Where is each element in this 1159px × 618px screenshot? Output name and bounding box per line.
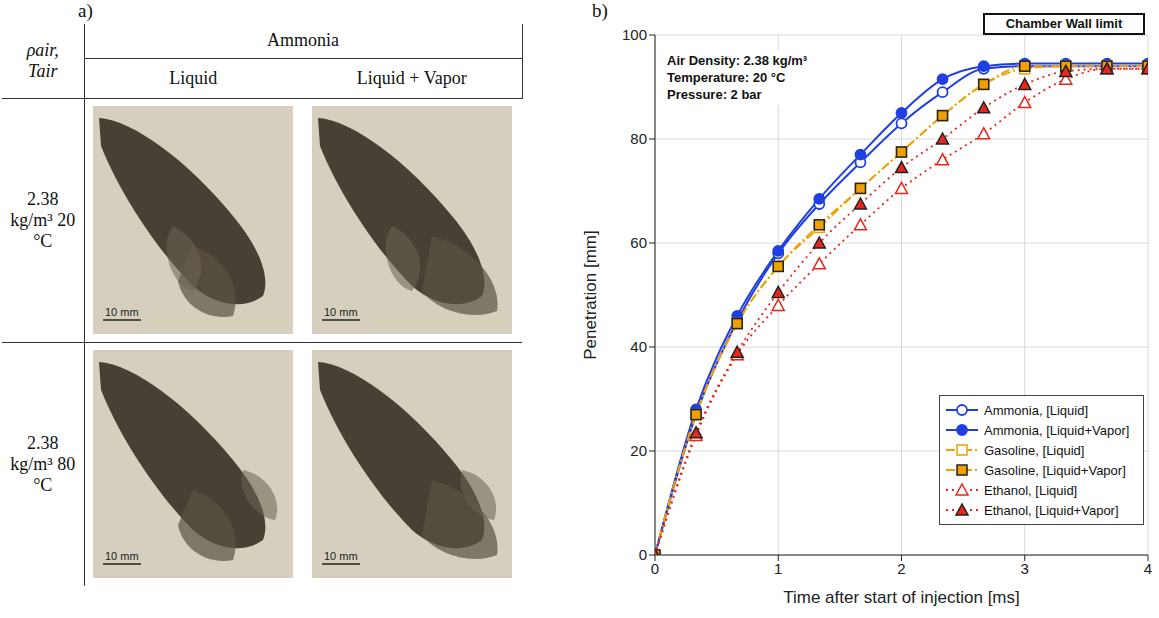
html-text:ρair,: ρair, (26, 39, 59, 60)
svg-text:80: 80 (630, 130, 647, 147)
html-text:Ammonia: Ammonia (267, 30, 339, 51)
svg-text:10 mm: 10 mm (324, 550, 358, 562)
svg-text:Time after start of injection: Time after start of injection [ms] (783, 588, 1020, 607)
html-text:Tair: Tair (28, 60, 58, 81)
html-text:Gasoline, [Liquid]: Gasoline, [Liquid] (984, 442, 1085, 458)
svg-text:10 mm: 10 mm (105, 550, 139, 562)
html-text:Gasoline, [Liquid+Vapor]: Gasoline, [Liquid+Vapor] (984, 462, 1126, 478)
svg-text:10 mm: 10 mm (324, 306, 358, 318)
svg-text:100: 100 (622, 26, 647, 43)
html-text:Chamber Wall limit: Chamber Wall limit (1005, 16, 1123, 31)
svg-text:0: 0 (639, 546, 647, 563)
html-text:2.38 kg/m³ 20 °C: 2.38 kg/m³ 20 °C (10, 188, 76, 251)
html-text:Liquid + Vapor: Liquid + Vapor (356, 67, 467, 88)
html-text:2.38 kg/m³ 80 °C: 2.38 kg/m³ 80 °C (10, 432, 76, 495)
svg-text:0: 0 (651, 560, 659, 577)
html-text:b): b) (592, 0, 608, 21)
html-text:Ammonia, [Liquid+Vapor]: Ammonia, [Liquid+Vapor] (984, 422, 1130, 438)
svg-text:1: 1 (774, 560, 782, 577)
html-text:Ethanol, [Liquid]: Ethanol, [Liquid] (984, 482, 1078, 498)
html-text:Pressure: 2 bar: Pressure: 2 bar (667, 87, 762, 102)
svg-text:2: 2 (897, 560, 905, 577)
html-text:Air Density: 2.38 kg/m³: Air Density: 2.38 kg/m³ (667, 53, 808, 68)
html-text:Temperature: 20 °C: Temperature: 20 °C (667, 70, 786, 85)
svg-text:4: 4 (1144, 560, 1152, 577)
svg-text:Penetration [mm]: Penetration [mm] (581, 230, 600, 359)
html-text:Liquid: Liquid (169, 67, 218, 88)
svg-text:40: 40 (630, 338, 647, 355)
svg-text:10 mm: 10 mm (105, 306, 139, 318)
svg-text:3: 3 (1021, 560, 1029, 577)
html-text:Ethanol, [Liquid+Vapor]: Ethanol, [Liquid+Vapor] (984, 502, 1119, 518)
html-text:a): a) (78, 0, 93, 21)
html-text:Ammonia, [Liquid]: Ammonia, [Liquid] (984, 402, 1089, 418)
svg-text:20: 20 (630, 442, 647, 459)
svg-text:60: 60 (630, 234, 647, 251)
